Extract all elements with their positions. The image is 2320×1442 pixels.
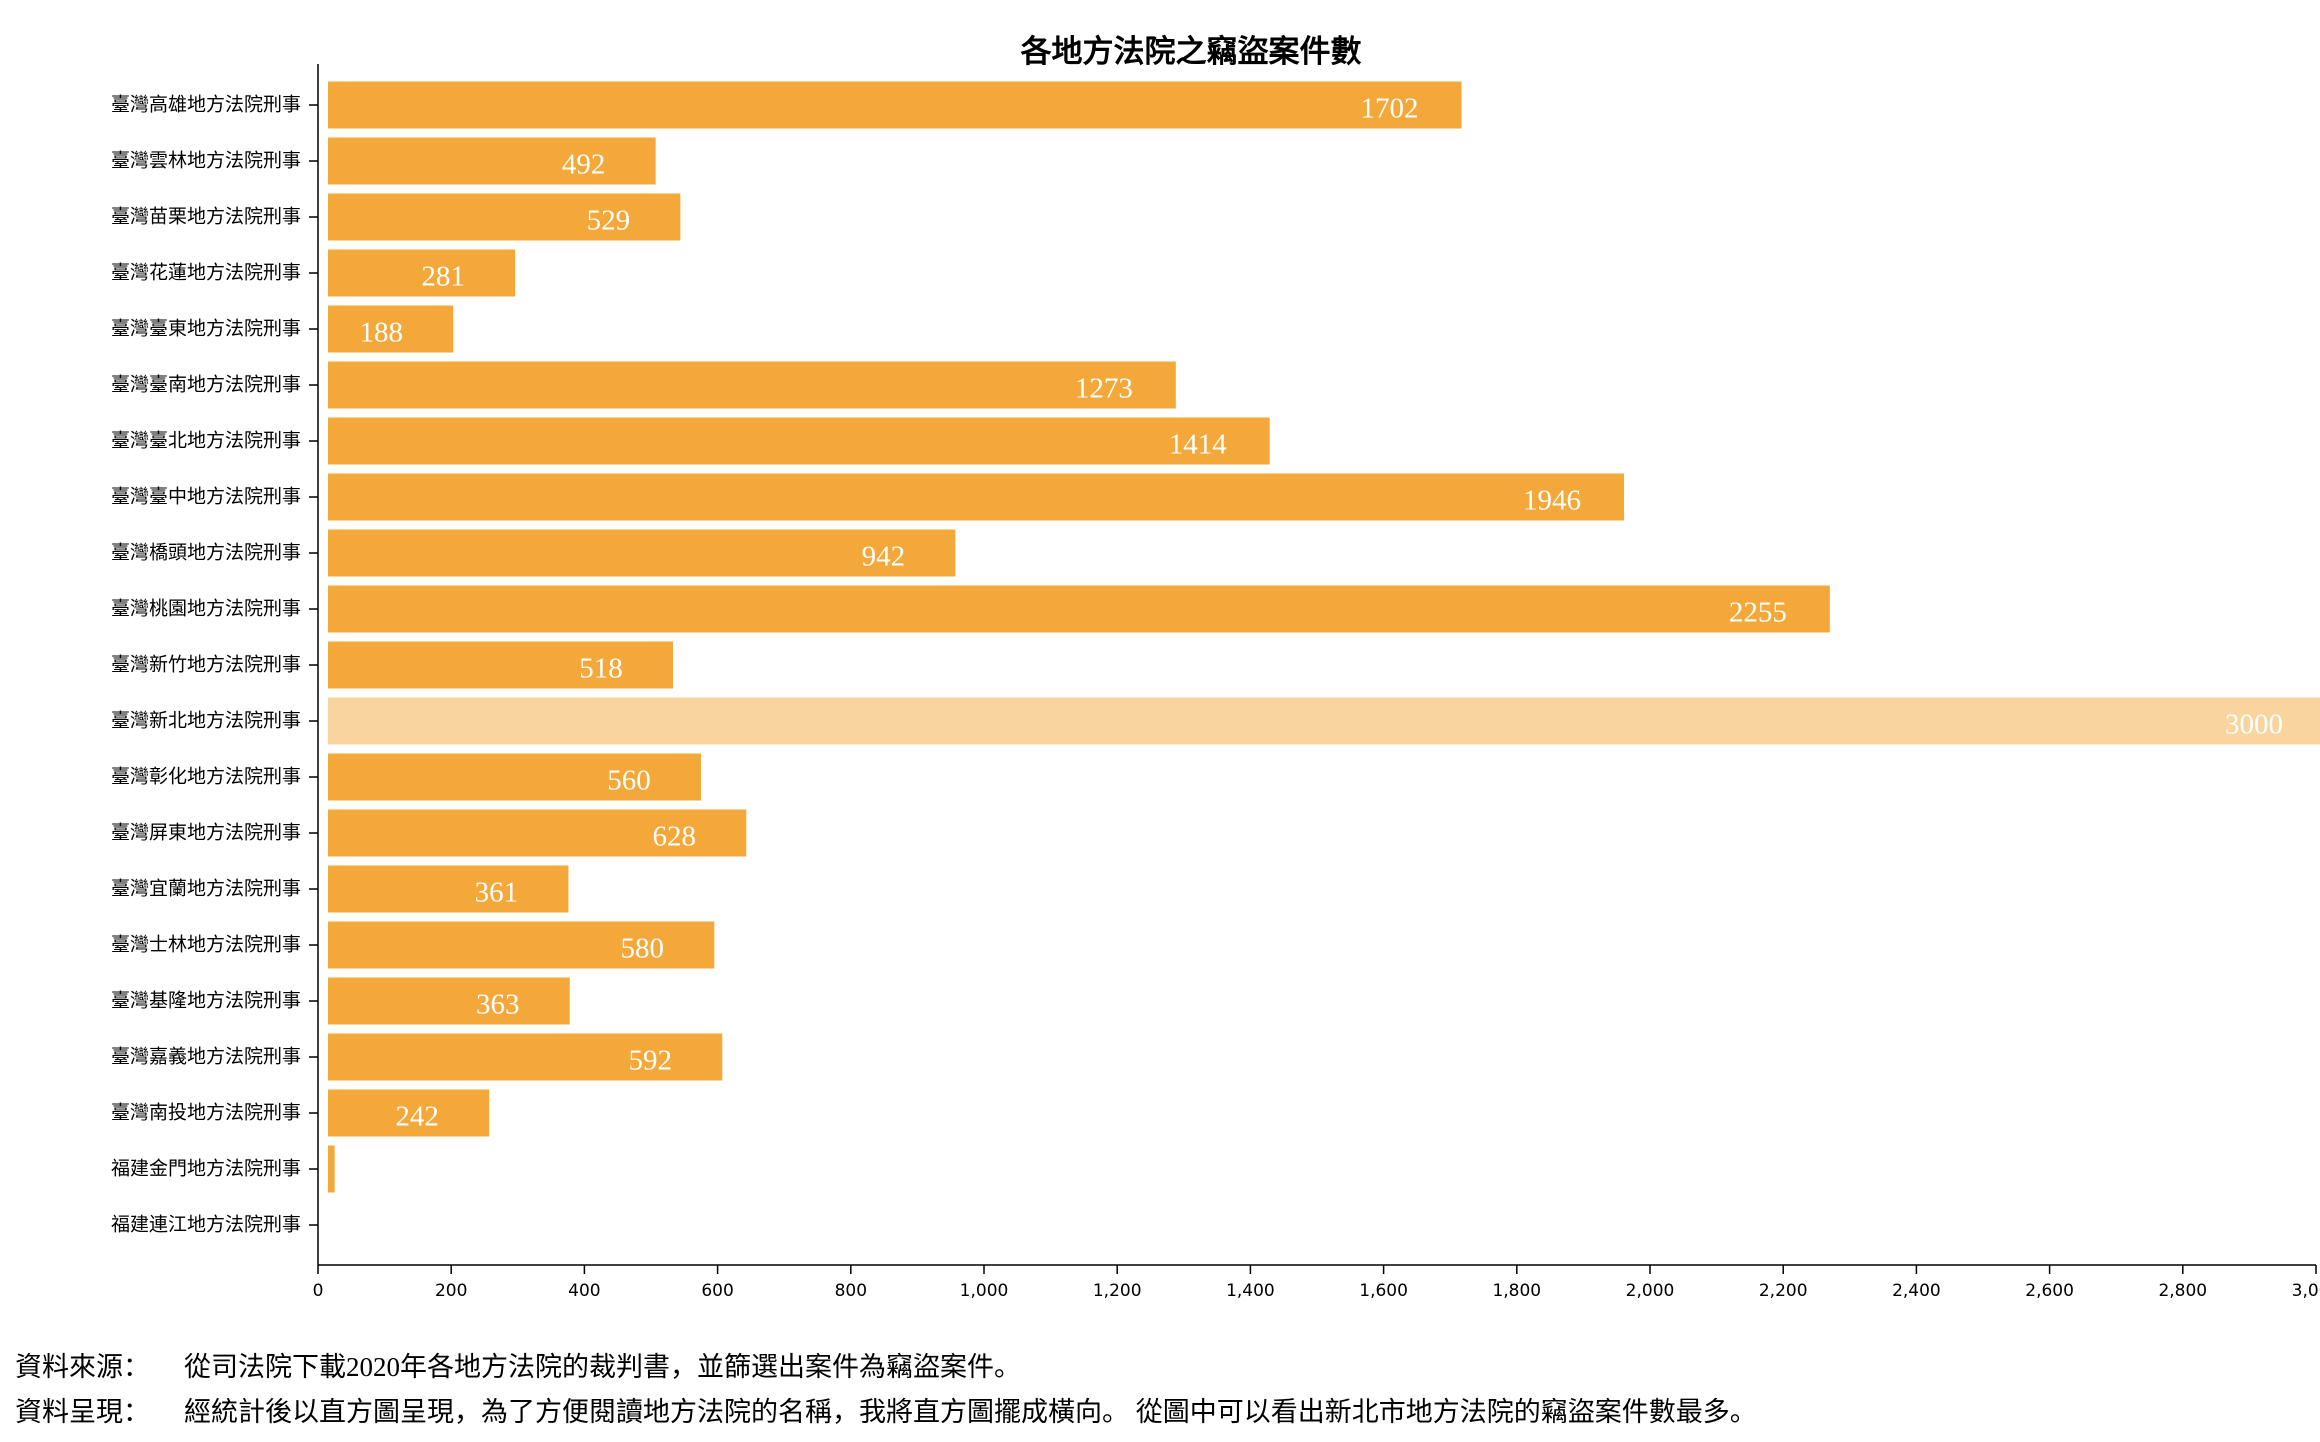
y-tick-label: 臺灣彰化地方法院刑事	[111, 766, 301, 788]
value-label: 580	[621, 933, 665, 965]
x-tick-label: 2,400	[1892, 1281, 1941, 1301]
value-label: 628	[652, 821, 696, 853]
y-tick-label: 臺灣屏東地方法院刑事	[111, 822, 301, 844]
bar	[328, 1145, 335, 1193]
value-label: 2255	[1729, 597, 1787, 629]
bar	[328, 473, 1625, 521]
value-label: 242	[395, 1101, 439, 1133]
y-tick-label: 臺灣花蓮地方法院刑事	[111, 262, 301, 284]
value-label: 592	[629, 1045, 673, 1077]
y-tick-label: 福建金門地方法院刑事	[111, 1158, 301, 1180]
y-tick-label: 臺灣嘉義地方法院刑事	[111, 1046, 301, 1068]
x-tick-label: 600	[701, 1281, 733, 1301]
bar	[328, 249, 516, 297]
value-label: 492	[562, 149, 606, 181]
note-label: 資料呈現：	[15, 1397, 150, 1427]
y-tick-label: 臺灣苗栗地方法院刑事	[111, 206, 301, 228]
y-tick-label: 臺灣桃園地方法院刑事	[111, 598, 301, 620]
value-label: 363	[476, 989, 520, 1021]
bar	[328, 921, 715, 969]
x-tick-label: 1,400	[1226, 1281, 1275, 1301]
x-tick-label: 2,600	[2025, 1281, 2074, 1301]
bar	[328, 865, 569, 913]
y-tick-label: 臺灣臺東地方法院刑事	[111, 318, 301, 340]
x-tick-label: 3,000	[2292, 1281, 2320, 1301]
x-tick-label: 2,000	[1626, 1281, 1675, 1301]
y-tick-label: 臺灣新竹地方法院刑事	[111, 654, 301, 676]
bar	[328, 585, 1830, 633]
chart-title: 各地方法院之竊盜案件數	[1020, 34, 1362, 69]
y-tick-label: 臺灣士林地方法院刑事	[111, 934, 301, 956]
value-label: 188	[359, 317, 403, 349]
x-tick-label: 800	[835, 1281, 867, 1301]
y-tick-label: 臺灣臺南地方法院刑事	[111, 374, 301, 396]
value-label: 281	[421, 261, 465, 293]
bar	[328, 641, 673, 689]
value-label: 560	[607, 765, 651, 797]
value-label: 1273	[1075, 373, 1133, 405]
bar	[328, 977, 570, 1025]
bar	[328, 305, 454, 353]
value-label: 3000	[2225, 709, 2283, 741]
x-tick-label: 0	[313, 1281, 324, 1301]
bar	[328, 193, 681, 241]
note-text: 經統計後以直方圖呈現，為了方便閱讀地方法院的名稱，我將直方圖擺成橫向。 從圖中可…	[184, 1397, 1757, 1427]
y-tick-label: 臺灣臺中地方法院刑事	[111, 486, 301, 508]
value-label: 518	[579, 653, 623, 685]
bar	[328, 697, 2320, 745]
x-tick-label: 400	[568, 1281, 600, 1301]
bar	[328, 361, 1176, 409]
bar	[328, 753, 701, 801]
bar	[328, 81, 1462, 129]
note-label: 資料來源：	[15, 1352, 150, 1382]
note-text: 從司法院下載2020年各地方法院的裁判書，並篩選出案件為竊盜案件。	[184, 1352, 1021, 1382]
value-label: 1414	[1169, 429, 1228, 461]
y-tick-label: 臺灣臺北地方法院刑事	[111, 430, 301, 452]
x-tick-label: 2,200	[1759, 1281, 1808, 1301]
value-label: 1702	[1361, 93, 1419, 125]
y-tick-label: 臺灣基隆地方法院刑事	[111, 990, 301, 1012]
y-tick-label: 福建連江地方法院刑事	[111, 1214, 301, 1236]
y-tick-label: 臺灣雲林地方法院刑事	[111, 150, 301, 172]
bar	[328, 529, 956, 577]
y-tick-label: 臺灣南投地方法院刑事	[111, 1102, 301, 1124]
y-tick-label: 臺灣高雄地方法院刑事	[111, 94, 301, 116]
y-tick-label: 臺灣新北地方法院刑事	[111, 710, 301, 732]
bar	[328, 809, 747, 857]
value-label: 529	[587, 205, 631, 237]
value-label: 942	[862, 541, 906, 573]
x-tick-label: 1,600	[1359, 1281, 1408, 1301]
value-label: 361	[475, 877, 519, 909]
value-label: 1946	[1523, 485, 1581, 517]
x-tick-label: 1,000	[960, 1281, 1009, 1301]
y-tick-label: 臺灣橋頭地方法院刑事	[111, 542, 301, 564]
x-tick-label: 1,200	[1093, 1281, 1142, 1301]
y-tick-label: 臺灣宜蘭地方法院刑事	[111, 878, 301, 900]
bar	[328, 1089, 490, 1137]
bar	[328, 137, 656, 185]
bar	[328, 417, 1270, 465]
x-tick-label: 2,800	[2158, 1281, 2207, 1301]
bar	[328, 1033, 723, 1081]
x-tick-label: 1,800	[1492, 1281, 1541, 1301]
x-tick-label: 200	[435, 1281, 467, 1301]
